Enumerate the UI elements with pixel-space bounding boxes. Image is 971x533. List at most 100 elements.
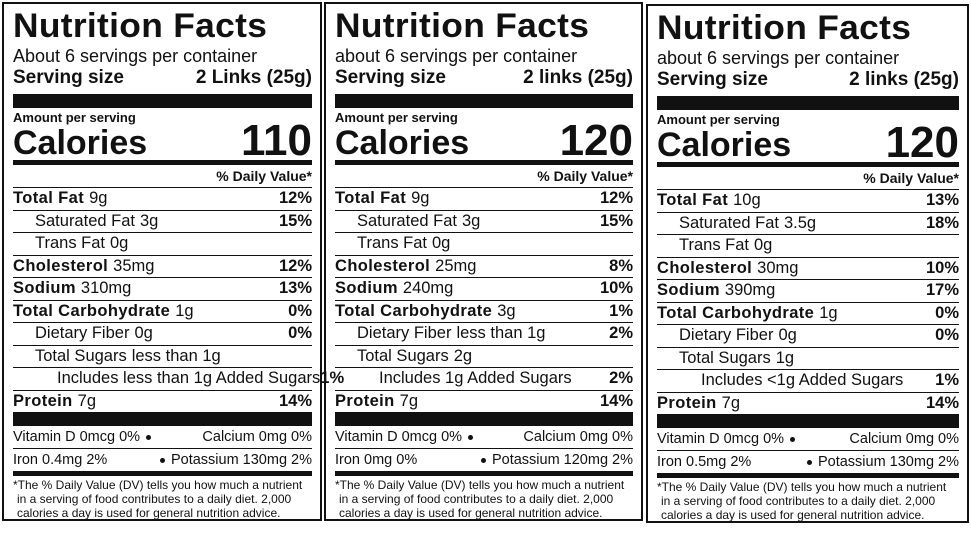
- divider: [13, 94, 312, 108]
- nutrient-left: Protein 7g: [13, 392, 96, 411]
- nutrient-row: Total Carbohydrate 3g 1%: [335, 299, 633, 323]
- nutrient-row: Cholesterol 25mg 8%: [335, 254, 633, 278]
- nutrient-row: Total Fat 10g 13%: [657, 189, 959, 212]
- daily-value-header: % Daily Value*: [863, 170, 959, 186]
- nutrient-left: Cholesterol 30mg: [657, 259, 798, 278]
- nutrient-row: Sodium 240mg 10%: [335, 277, 633, 300]
- nutrient-amount: 30mg: [757, 258, 799, 277]
- divider: [13, 471, 312, 476]
- daily-value: 13%: [278, 279, 312, 298]
- nutrient-name: Protein: [657, 393, 717, 412]
- nutrient-left: Includes less than 1g Added Sugars: [13, 369, 320, 388]
- nutrient-amount: 0g: [432, 234, 451, 253]
- nutrient-left: Includes 1g Added Sugars: [335, 369, 572, 388]
- nutrient-row: Total Fat 9g 12%: [335, 187, 633, 210]
- divider: [335, 94, 633, 108]
- nutrient-amount: 0g: [110, 234, 129, 253]
- nutrient-left: Trans Fat 0g: [657, 236, 772, 255]
- nutrient-name: Total Carbohydrate: [657, 303, 815, 322]
- vitamin-right: Calcium 0mg 0%: [849, 431, 959, 447]
- daily-value: 8%: [609, 256, 633, 275]
- daily-value: 13%: [925, 191, 959, 210]
- nutrient-name: Saturated Fat: [357, 211, 457, 230]
- nutrient-row: Total Sugars less than 1g: [13, 344, 312, 368]
- divider: [657, 162, 959, 167]
- nutrient-left: Total Carbohydrate 3g: [335, 302, 516, 321]
- nutrient-amount: 0g: [134, 324, 153, 343]
- nutrient-row: Trans Fat 0g: [335, 232, 633, 255]
- nutrient-amount: 10g: [733, 191, 761, 210]
- nutrient-amount: 0g: [778, 326, 797, 345]
- nutrient-amount: 1g: [175, 301, 194, 320]
- nutrient-amount: 0g: [754, 236, 773, 255]
- nutrient-left: Total Fat 9g: [13, 189, 107, 208]
- calories-label: Calories: [657, 126, 792, 164]
- daily-value: 2%: [609, 369, 633, 388]
- nutrient-row: Total Fat 9g 12%: [13, 187, 312, 210]
- bullet: [790, 436, 796, 442]
- nutrient-left: Total Carbohydrate 1g: [13, 302, 194, 321]
- daily-value: 14%: [599, 391, 633, 410]
- servings: About 6 servings per container: [13, 46, 258, 66]
- nutrient-row: Includes less than 1g Added Sugars 1%: [13, 367, 344, 390]
- nutrient-name: Sodium: [657, 281, 720, 300]
- nutrient-left: Sodium 390mg: [657, 281, 775, 300]
- nutrient-row: Protein 7g 14%: [657, 391, 959, 415]
- vitamin-row: Iron 0.4mg 2% Potassium 130mg 2%: [13, 448, 312, 471]
- calories-label: Calories: [335, 124, 470, 162]
- nutrient-name: Dietary Fiber: [35, 324, 130, 343]
- nutrient-amount: less than 1g: [456, 324, 546, 343]
- nutrient-row: Protein 7g 14%: [13, 389, 312, 413]
- nutrient-left: Total Carbohydrate 1g: [657, 304, 838, 323]
- serving-size: Serving size 2 Links (25g): [13, 67, 312, 89]
- daily-value: 12%: [278, 256, 312, 275]
- nutrient-name: Cholesterol: [657, 258, 753, 277]
- nutrient-left: Sodium 240mg: [335, 279, 453, 298]
- footnote-line: in a serving of food contributes to a da…: [17, 492, 292, 506]
- daily-value: 1%: [609, 301, 633, 320]
- calories-row: Calories 120: [657, 121, 959, 165]
- serving-size-label: Serving size: [657, 69, 768, 90]
- amount-per-serving: Amount per serving: [657, 112, 780, 127]
- nutrient-row: Cholesterol 35mg 12%: [13, 254, 312, 278]
- amount-per-serving: Amount per serving: [335, 110, 458, 125]
- nutrient-amount: 240mg: [402, 279, 454, 298]
- vitamin-left-text: Iron 0.4mg 2%: [13, 452, 108, 468]
- nutrient-name: Dietary Fiber: [357, 324, 452, 343]
- vitamin-row: Vitamin D 0mcg 0% Calcium 0mg 0%: [335, 426, 633, 448]
- servings: about 6 servings per container: [657, 48, 900, 68]
- nutrient-left: Saturated Fat 3.5g: [657, 214, 816, 233]
- serving-size-label: Serving size: [13, 67, 124, 88]
- vitamin-right: Potassium 130mg 2%: [801, 454, 959, 470]
- nutrient-name: Protein: [335, 391, 395, 410]
- bullet: [806, 459, 812, 465]
- label-title: Nutrition Facts: [657, 9, 912, 47]
- calories-label: Calories: [13, 124, 148, 162]
- footnote-line: in a serving of food contributes to a da…: [661, 494, 936, 508]
- calories-value: 120: [885, 118, 959, 167]
- vitamin-right-text: Potassium 120mg 2%: [491, 452, 633, 468]
- nutrient-left: Includes <1g Added Sugars: [657, 371, 903, 390]
- vitamin-right-text: Calcium 0mg 0%: [523, 429, 633, 445]
- nutrient-row: Sodium 390mg 17%: [657, 279, 959, 302]
- vitamin-left: Iron 0mg 0%: [335, 452, 417, 468]
- nutrient-row: Total Carbohydrate 1g 0%: [13, 299, 312, 323]
- nutrient-left: Dietary Fiber 0g: [657, 326, 797, 345]
- nutrition-label: Nutrition Facts about 6 servings per cont…: [324, 2, 643, 521]
- nutrient-name: Includes 1g Added Sugars: [379, 369, 572, 388]
- nutrient-name: Total Carbohydrate: [335, 301, 493, 320]
- nutrient-amount: 310mg: [80, 279, 132, 298]
- nutrient-name: Trans Fat: [35, 234, 105, 253]
- nutrient-amount: 7g: [721, 393, 740, 412]
- vitamin-left-text: Vitamin D 0mcg 0%: [13, 429, 141, 445]
- nutrient-row: Dietary Fiber 0g 0%: [13, 322, 312, 345]
- nutrient-amount: 3g: [461, 211, 481, 230]
- nutrition-label: Nutrition Facts about 6 servings per cont…: [646, 4, 969, 523]
- nutrient-amount: 1g: [819, 303, 838, 322]
- divider: [13, 412, 312, 426]
- nutrient-name: Sodium: [13, 279, 76, 298]
- daily-value: 14%: [925, 393, 959, 412]
- footnote-line: in a serving of food contributes to a da…: [339, 492, 614, 506]
- nutrient-name: Sodium: [335, 279, 398, 298]
